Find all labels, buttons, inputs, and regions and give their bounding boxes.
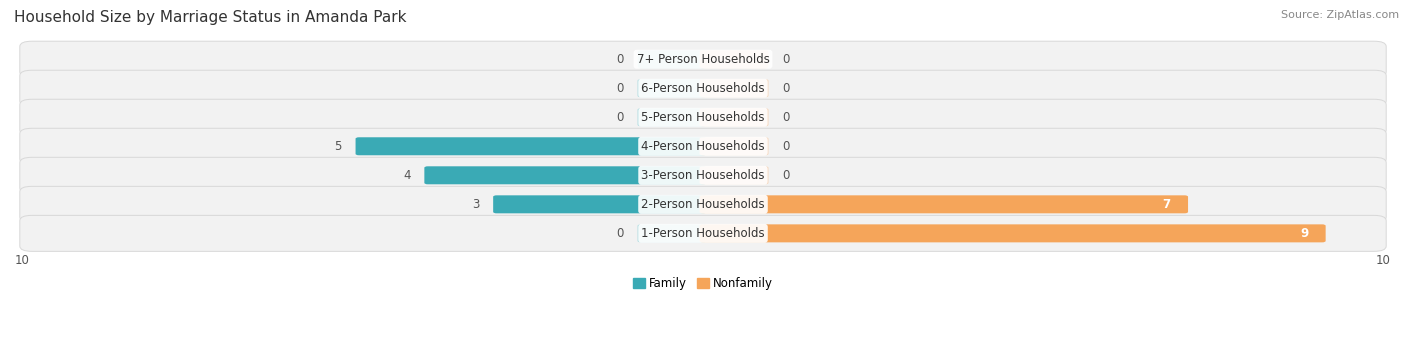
FancyBboxPatch shape: [700, 224, 1326, 242]
FancyBboxPatch shape: [700, 166, 768, 184]
Text: 3-Person Households: 3-Person Households: [641, 169, 765, 182]
Text: 4: 4: [404, 169, 411, 182]
Text: 7+ Person Households: 7+ Person Households: [637, 53, 769, 66]
Text: 2-Person Households: 2-Person Households: [641, 198, 765, 211]
Text: 0: 0: [782, 82, 790, 95]
FancyBboxPatch shape: [20, 157, 1386, 193]
Text: 5: 5: [335, 140, 342, 153]
FancyBboxPatch shape: [638, 79, 706, 97]
Text: 0: 0: [616, 111, 624, 124]
Text: 7: 7: [1163, 198, 1171, 211]
FancyBboxPatch shape: [20, 99, 1386, 135]
Text: 0: 0: [782, 140, 790, 153]
FancyBboxPatch shape: [494, 195, 706, 213]
Text: 4-Person Households: 4-Person Households: [641, 140, 765, 153]
Text: 5-Person Households: 5-Person Households: [641, 111, 765, 124]
FancyBboxPatch shape: [700, 79, 768, 97]
Legend: Family, Nonfamily: Family, Nonfamily: [628, 272, 778, 295]
FancyBboxPatch shape: [700, 108, 768, 126]
Text: 6-Person Households: 6-Person Households: [641, 82, 765, 95]
FancyBboxPatch shape: [20, 128, 1386, 164]
Text: Household Size by Marriage Status in Amanda Park: Household Size by Marriage Status in Ama…: [14, 10, 406, 25]
Text: 0: 0: [782, 111, 790, 124]
Text: 1-Person Households: 1-Person Households: [641, 227, 765, 240]
Text: 0: 0: [616, 53, 624, 66]
FancyBboxPatch shape: [20, 70, 1386, 106]
FancyBboxPatch shape: [638, 108, 706, 126]
FancyBboxPatch shape: [638, 50, 706, 68]
Text: 0: 0: [782, 169, 790, 182]
FancyBboxPatch shape: [20, 216, 1386, 251]
FancyBboxPatch shape: [700, 50, 768, 68]
Text: Source: ZipAtlas.com: Source: ZipAtlas.com: [1281, 10, 1399, 20]
FancyBboxPatch shape: [20, 186, 1386, 222]
FancyBboxPatch shape: [700, 195, 1188, 213]
FancyBboxPatch shape: [20, 41, 1386, 77]
Text: 0: 0: [616, 82, 624, 95]
FancyBboxPatch shape: [425, 166, 706, 184]
FancyBboxPatch shape: [356, 137, 706, 155]
Text: 3: 3: [472, 198, 479, 211]
Text: 9: 9: [1301, 227, 1309, 240]
Text: 10: 10: [15, 254, 30, 267]
FancyBboxPatch shape: [700, 137, 768, 155]
Text: 0: 0: [782, 53, 790, 66]
Text: 0: 0: [616, 227, 624, 240]
FancyBboxPatch shape: [638, 224, 706, 242]
Text: 10: 10: [1376, 254, 1391, 267]
